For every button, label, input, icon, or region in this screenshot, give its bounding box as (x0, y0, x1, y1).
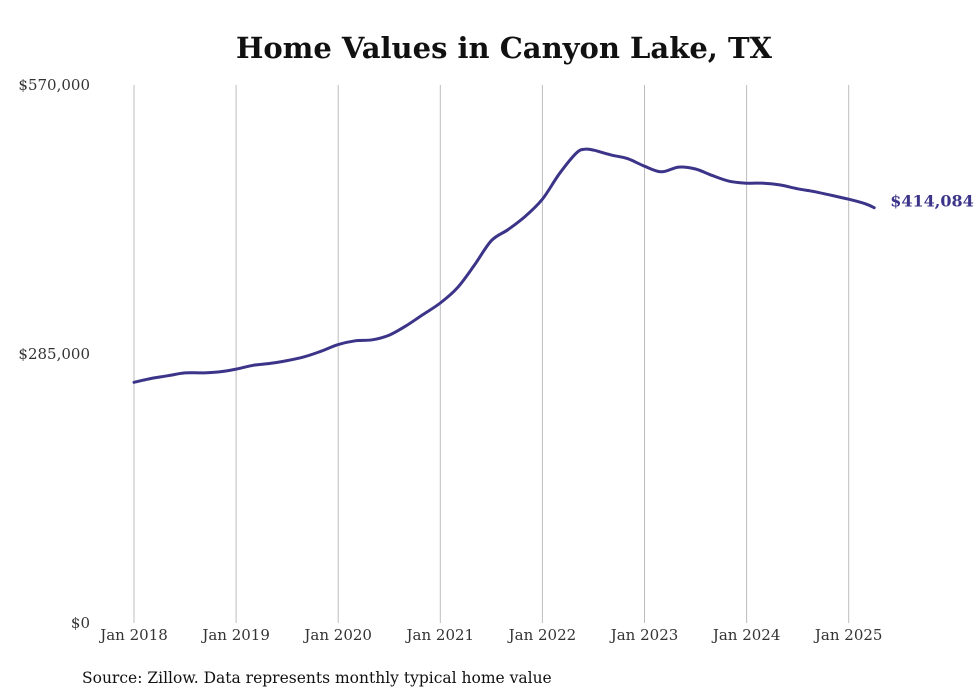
x-tick-label: Jan 2025 (813, 626, 883, 644)
y-axis-ticks: $0 $285,000 $570,000 (18, 76, 90, 632)
end-value-label: $414,084 (890, 192, 974, 211)
grid-lines (133, 85, 850, 623)
x-tick-label: Jan 2023 (609, 626, 679, 644)
y-tick-label: $285,000 (18, 345, 90, 363)
x-tick-label: Jan 2020 (302, 626, 372, 644)
y-tick-label: $0 (71, 614, 90, 632)
x-tick-label: Jan 2021 (405, 626, 475, 644)
chart-title: Home Values in Canyon Lake, TX (236, 31, 773, 65)
x-tick-label: Jan 2024 (711, 626, 781, 644)
x-tick-label: Jan 2022 (507, 626, 577, 644)
series-line-home-value (132, 147, 876, 384)
x-tick-label: Jan 2018 (98, 626, 168, 644)
y-tick-label: $570,000 (18, 76, 90, 94)
source-note: Source: Zillow. Data represents monthly … (82, 669, 552, 687)
x-axis-ticks: Jan 2018 Jan 2019 Jan 2020 Jan 2021 Jan 2022… (98, 626, 882, 644)
x-tick-label: Jan 2019 (200, 626, 270, 644)
